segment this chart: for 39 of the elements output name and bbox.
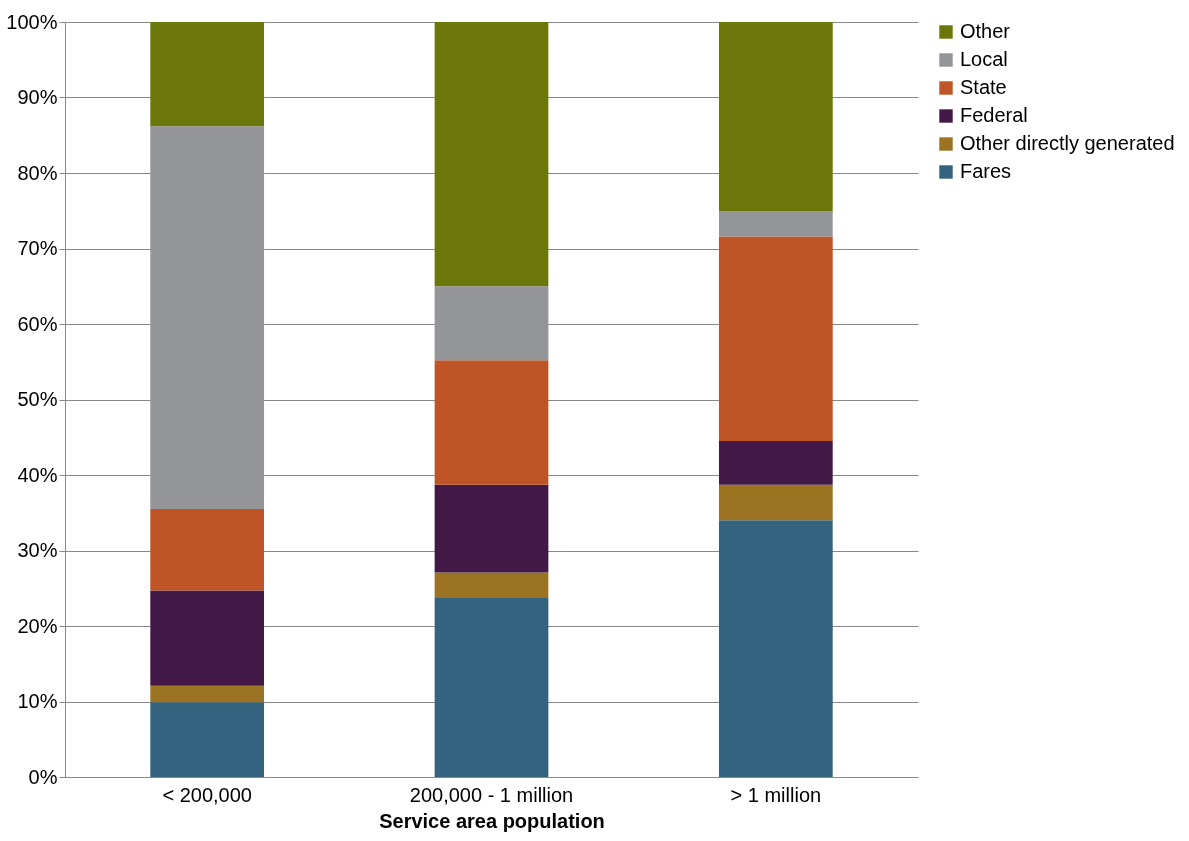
bar: [718, 484, 833, 521]
bar: [434, 22, 549, 287]
bar: [150, 702, 265, 777]
bar: [434, 286, 549, 361]
legend-label: Other: [960, 20, 1011, 42]
bar: [150, 22, 265, 127]
x-axis-title: Service area population: [379, 809, 605, 832]
legend-label: Other directly generated: [960, 132, 1175, 154]
y-tick-label: 60%: [17, 312, 58, 335]
legend-label: Federal: [960, 104, 1028, 126]
bar: [150, 126, 265, 509]
y-tick-label: 100%: [6, 10, 58, 33]
bar: [434, 360, 549, 485]
bar: [718, 211, 833, 237]
x-tick-label: 200,000 - 1 million: [409, 783, 574, 806]
bar: [150, 590, 265, 686]
x-tick-label: > 1 million: [730, 783, 822, 806]
y-tick-label: 90%: [17, 86, 58, 108]
y-tick-label: 80%: [17, 161, 58, 184]
bar: [718, 22, 833, 212]
x-tick-label: < 200,000: [162, 783, 252, 806]
y-tick-label: 40%: [17, 463, 58, 486]
legend-label: State: [960, 76, 1007, 98]
y-tick-label: 50%: [17, 388, 58, 410]
y-tick-label: 20%: [17, 614, 58, 637]
bar: [434, 598, 549, 777]
bar: [718, 236, 833, 442]
bar: [718, 520, 833, 777]
bar: [434, 572, 549, 599]
y-tick-label: 0%: [28, 765, 58, 788]
y-tick-label: 30%: [17, 539, 58, 561]
bar: [150, 685, 265, 703]
y-tick-label: 70%: [17, 237, 58, 259]
bar: [718, 441, 833, 485]
legend-label: Local: [960, 48, 1008, 70]
legend-label: Fares: [960, 160, 1012, 182]
y-tick-label: 10%: [17, 690, 58, 712]
bar: [434, 484, 549, 573]
bar: [150, 508, 265, 591]
